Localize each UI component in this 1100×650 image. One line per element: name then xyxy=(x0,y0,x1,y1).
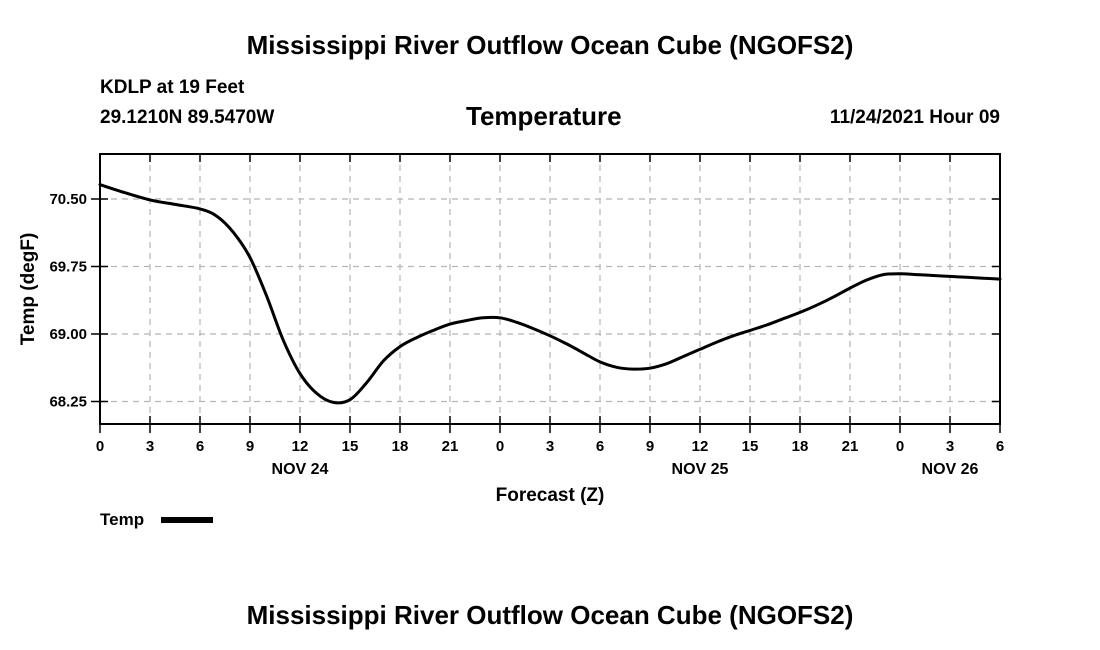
x-tick-label: 6 xyxy=(196,438,204,455)
x-tick-label: 3 xyxy=(946,438,954,455)
x-tick-label: 18 xyxy=(392,438,409,455)
legend-label: Temp xyxy=(100,510,145,529)
x-tick-label: 9 xyxy=(646,438,654,455)
x-tick-label: 3 xyxy=(546,438,554,455)
legend-swatch xyxy=(161,517,213,523)
x-tick-label: 12 xyxy=(292,438,309,455)
chart-title: Temperature xyxy=(466,101,622,131)
x-tick-label: 21 xyxy=(442,438,459,455)
y-tick-label: 70.50 xyxy=(49,191,87,208)
y-axis-title: Temp (degF) xyxy=(18,233,39,346)
x-tick-label: 15 xyxy=(742,438,759,455)
x-tick-label: 12 xyxy=(692,438,709,455)
x-tick-label: 9 xyxy=(246,438,254,455)
forecast-timestamp: 11/24/2021 Hour 09 xyxy=(829,107,1000,128)
x-date-label: NOV 25 xyxy=(672,461,729,478)
series-line-temp xyxy=(98,183,1002,405)
y-tick-label: 69.00 xyxy=(49,326,87,343)
x-tick-label: 0 xyxy=(496,438,504,455)
x-date-label: NOV 26 xyxy=(922,461,979,478)
station-coordinates: 29.1210N 89.5470W xyxy=(100,107,275,128)
x-tick-label: 15 xyxy=(342,438,359,455)
x-axis-title: Forecast (Z) xyxy=(496,485,605,506)
x-tick-label: 0 xyxy=(896,438,904,455)
y-tick-label: 68.25 xyxy=(49,394,87,411)
page-title: Mississippi River Outflow Ocean Cube (NG… xyxy=(246,30,854,60)
station-label: KDLP at 19 Feet xyxy=(100,77,245,98)
x-tick-label: 6 xyxy=(596,438,604,455)
footer-title: Mississippi River Outflow Ocean Cube (NG… xyxy=(246,600,854,630)
x-tick-label: 18 xyxy=(792,438,809,455)
x-tick-label: 0 xyxy=(96,438,104,455)
x-tick-label: 6 xyxy=(996,438,1004,455)
y-tick-label: 69.75 xyxy=(49,259,87,276)
x-tick-label: 3 xyxy=(146,438,154,455)
x-tick-label: 21 xyxy=(842,438,859,455)
x-date-label: NOV 24 xyxy=(272,461,329,478)
